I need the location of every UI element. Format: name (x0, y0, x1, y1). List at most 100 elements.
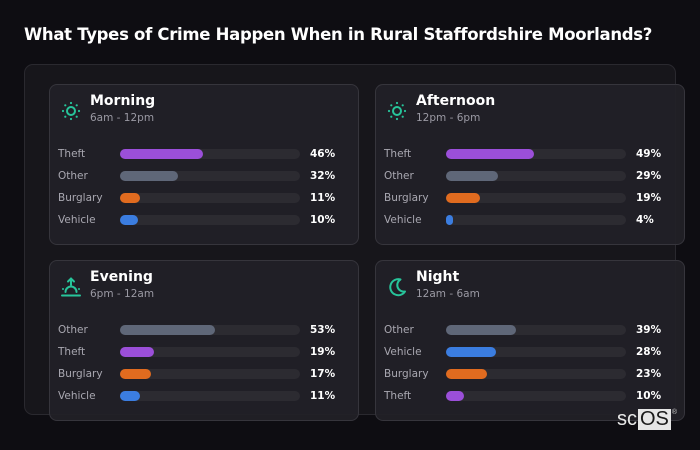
bar-row: Vehicle 10% (58, 213, 348, 227)
bar-track (120, 325, 300, 335)
card-title: Night (416, 269, 460, 285)
bar-row: Vehicle 28% (384, 345, 674, 359)
bar-fill-other (120, 171, 178, 181)
bar-label: Theft (58, 148, 86, 160)
bar-value: 17% (310, 368, 336, 380)
bar-value: 11% (310, 192, 336, 204)
bar-fill-burglary (120, 193, 140, 203)
bar-value: 28% (636, 346, 662, 358)
card-afternoon: Afternoon 12pm - 6pm Theft 49% Other 29%… (375, 84, 685, 245)
bar-value: 53% (310, 324, 336, 336)
bar-value: 19% (310, 346, 336, 358)
card-title: Morning (90, 93, 156, 109)
bar-label: Vehicle (384, 346, 422, 358)
bar-label: Burglary (384, 192, 429, 204)
bar-track (120, 347, 300, 357)
bar-fill-burglary (120, 369, 151, 379)
bar-track (120, 215, 300, 225)
bar-fill-theft (446, 391, 464, 401)
bar-label: Vehicle (58, 214, 96, 226)
bar-row: Other 53% (58, 323, 348, 337)
bar-fill-vehicle (120, 391, 140, 401)
bar-fill-other (120, 325, 216, 335)
bar-value: 32% (310, 170, 336, 182)
bar-track (120, 149, 300, 159)
bar-track (446, 369, 626, 379)
bar-label: Other (384, 324, 414, 336)
bar-row: Theft 19% (58, 345, 348, 359)
bar-label: Burglary (384, 368, 429, 380)
page-title: What Types of Crime Happen When in Rural… (24, 25, 653, 44)
bar-track (446, 171, 626, 181)
bar-row: Burglary 23% (384, 367, 674, 381)
bar-row: Other 29% (384, 169, 674, 183)
bar-track (446, 325, 626, 335)
bar-fill-other (446, 171, 499, 181)
bar-fill-vehicle (446, 215, 454, 225)
bar-value: 10% (310, 214, 336, 226)
card-night: Night 12am - 6am Other 39% Vehicle 28% B… (375, 260, 685, 421)
bar-row: Other 39% (384, 323, 674, 337)
bar-track (120, 391, 300, 401)
bar-row: Theft 10% (384, 389, 674, 403)
bar-value: 46% (310, 148, 336, 160)
bar-label: Other (384, 170, 414, 182)
bar-value: 11% (310, 390, 336, 402)
bar-fill-theft (120, 347, 155, 357)
card-morning: Morning 6am - 12pm Theft 46% Other 32% B… (49, 84, 359, 245)
bar-label: Theft (384, 390, 412, 402)
bar-row: Burglary 17% (58, 367, 348, 381)
bar-track (446, 215, 626, 225)
bar-value: 4% (636, 214, 654, 226)
moon-icon (389, 278, 406, 297)
bar-label: Theft (58, 346, 86, 358)
card-title: Evening (90, 269, 153, 285)
card-time-range: 12pm - 6pm (416, 112, 481, 124)
logo-sc: sc (617, 408, 637, 430)
card-time-range: 6pm - 12am (90, 288, 155, 300)
bar-label: Other (58, 170, 88, 182)
bar-track (446, 347, 626, 357)
sun-icon (387, 101, 407, 121)
bar-label: Burglary (58, 368, 103, 380)
sun-icon (61, 101, 81, 121)
bar-value: 49% (636, 148, 662, 160)
bar-label: Vehicle (384, 214, 422, 226)
bar-track (446, 193, 626, 203)
bar-fill-vehicle (120, 215, 138, 225)
card-evening: Evening 6pm - 12am Other 53% Theft 19% B… (49, 260, 359, 421)
bar-fill-other (446, 325, 517, 335)
bar-label: Other (58, 324, 88, 336)
bar-track (120, 171, 300, 181)
bar-track (120, 369, 300, 379)
card-time-range: 6am - 12pm (90, 112, 155, 124)
bar-label: Burglary (58, 192, 103, 204)
bar-track (446, 149, 626, 159)
bar-fill-burglary (446, 193, 481, 203)
bar-fill-theft (446, 149, 535, 159)
bar-fill-vehicle (446, 347, 497, 357)
bar-row: Theft 49% (384, 147, 674, 161)
bar-row: Burglary 11% (58, 191, 348, 205)
scos-logo: sc OS ® (617, 409, 677, 430)
bar-value: 19% (636, 192, 662, 204)
card-time-range: 12am - 6am (416, 288, 480, 300)
card-title: Afternoon (416, 93, 496, 109)
bar-track (120, 193, 300, 203)
bar-row: Burglary 19% (384, 191, 674, 205)
bar-row: Other 32% (58, 169, 348, 183)
registered-mark: ® (671, 409, 678, 416)
bar-row: Vehicle 11% (58, 389, 348, 403)
bar-fill-theft (120, 149, 203, 159)
bar-value: 29% (636, 170, 662, 182)
bar-label: Vehicle (58, 390, 96, 402)
bar-row: Vehicle 4% (384, 213, 674, 227)
bar-value: 23% (636, 368, 662, 380)
logo-os: OS (638, 408, 671, 430)
bar-row: Theft 46% (58, 147, 348, 161)
sunset-icon (61, 277, 81, 297)
bar-value: 39% (636, 324, 662, 336)
bar-value: 10% (636, 390, 662, 402)
bar-fill-burglary (446, 369, 488, 379)
bar-label: Theft (384, 148, 412, 160)
